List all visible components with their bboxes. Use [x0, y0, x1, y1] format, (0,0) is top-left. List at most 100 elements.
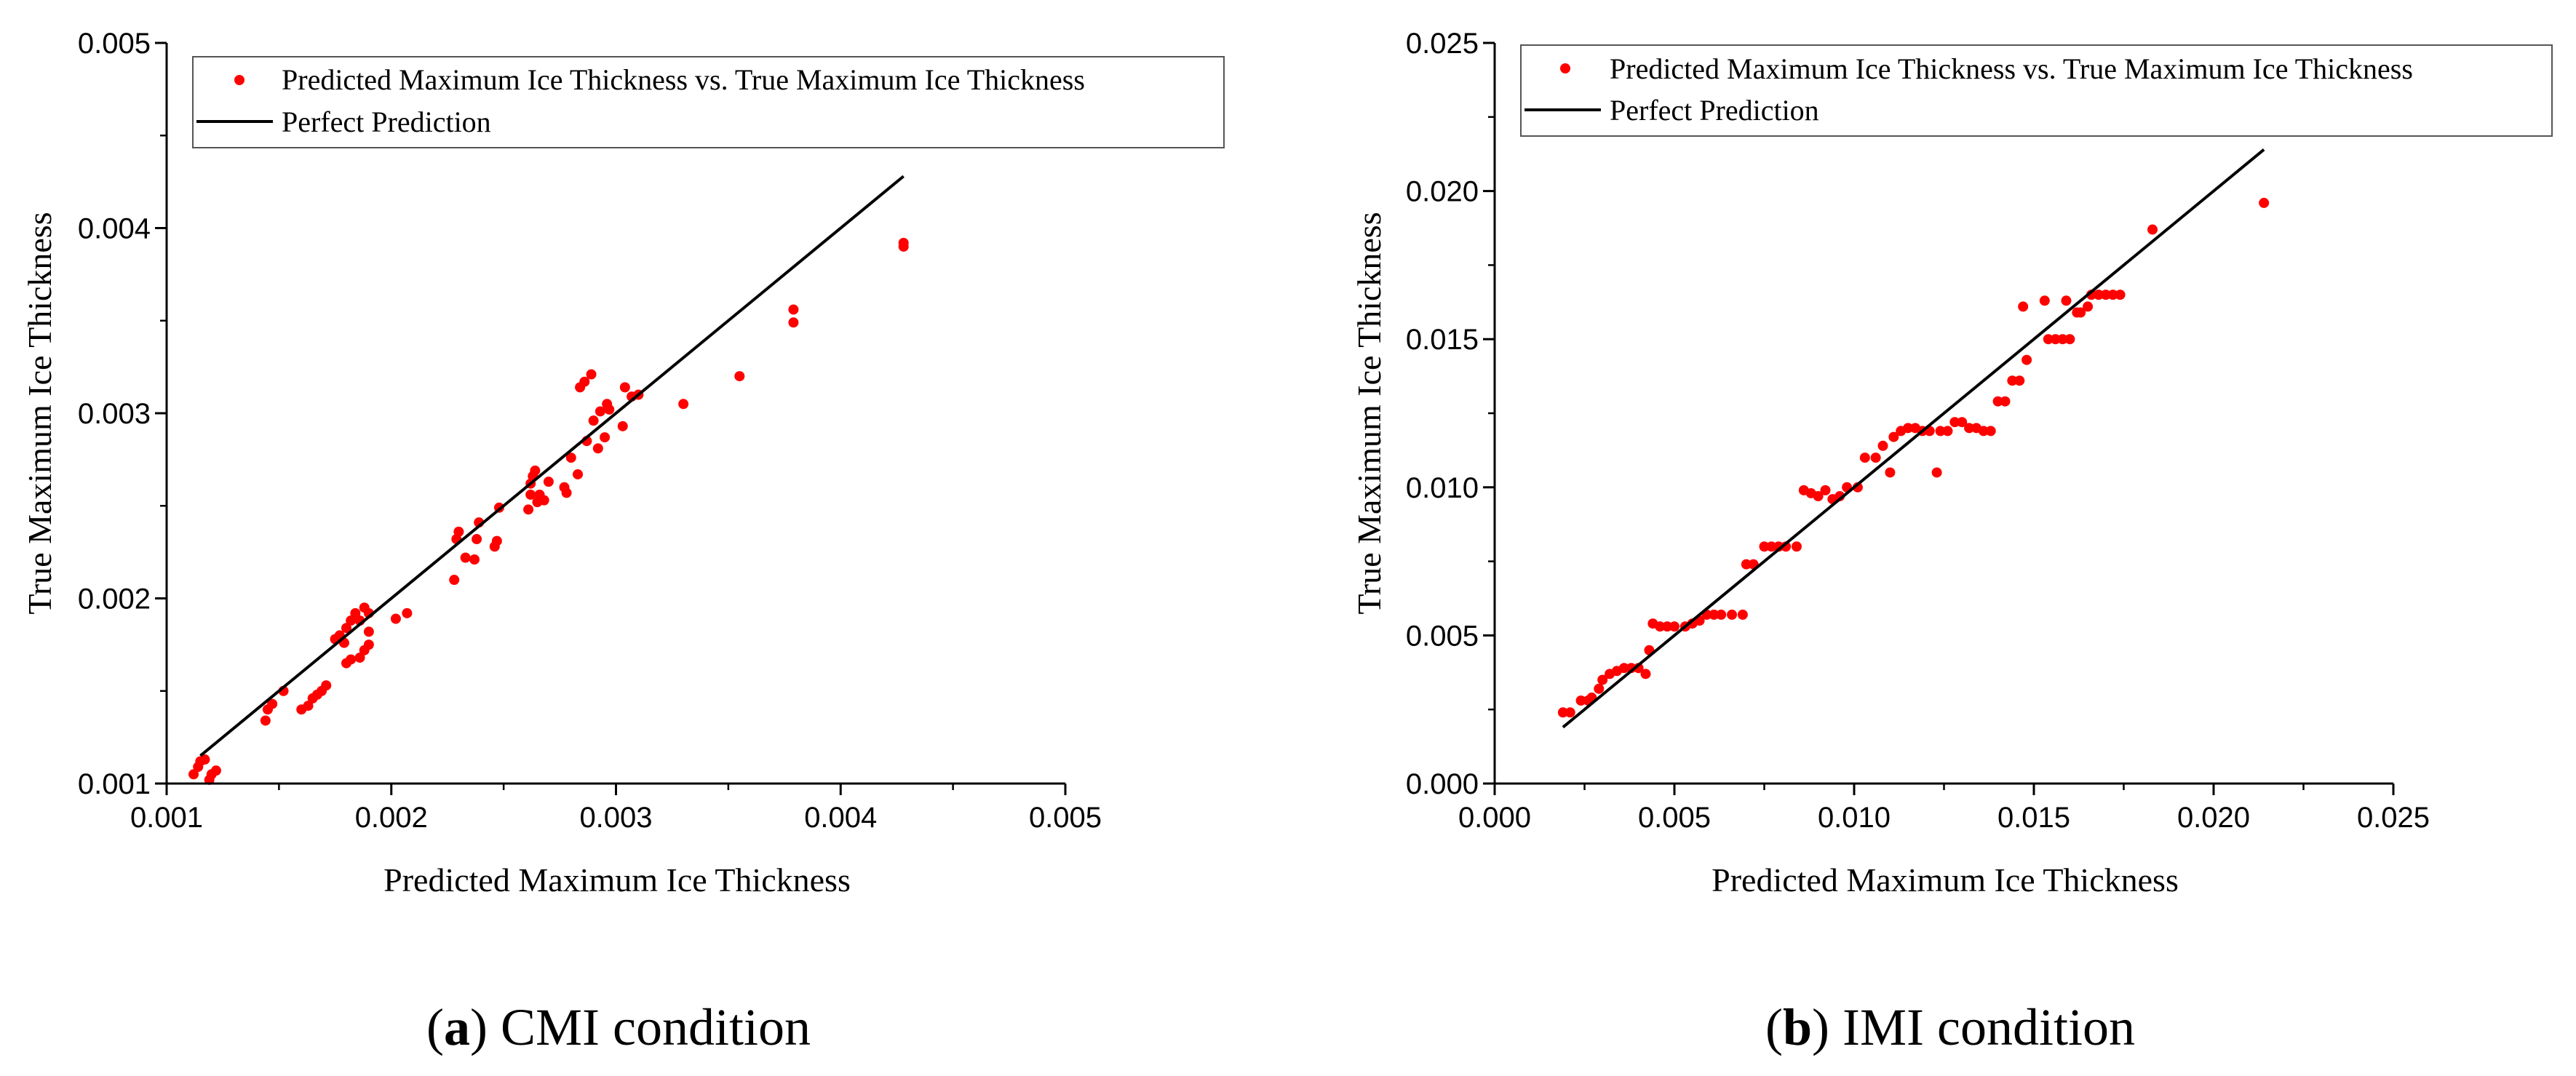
panel-a-scatter-point — [363, 639, 374, 650]
panel-b-legend-label-line: Perfect Prediction — [1610, 94, 1819, 127]
panel-a-scatter-point — [390, 613, 401, 624]
panel-a-caption-text: CMI condition — [501, 998, 811, 1056]
panel-a-scatter-point — [188, 769, 199, 780]
panel-b-scatter-point — [1985, 426, 1996, 437]
panel-a-scatter-point — [565, 453, 576, 463]
panel-b-legend-label-scatter: Predicted Maximum Ice Thickness vs. True… — [1610, 52, 2413, 85]
panel-a-scatter-point — [788, 304, 799, 315]
panel-a-scatter-point — [530, 465, 541, 476]
panel-b-scatter-point — [2075, 307, 2086, 318]
panel-a-scatter-point — [538, 495, 549, 506]
panel-b-x-axis-title: Predicted Maximum Ice Thickness — [1712, 861, 2179, 898]
panel-a-ticks: 0.001 0.002 0.003 0.004 0.005 0.001 0.002 0.003… — [78, 28, 1102, 834]
panel-b-ticks: 0.000 0.005 0.010 0.015 0.020 0.025 0.000 0.005… — [1406, 28, 2430, 834]
panel-b-x-tick-label: 0.005 — [1638, 802, 1711, 834]
panel-a-scatter-point — [341, 623, 351, 634]
panel-a-x-tick-label: 0.002 — [355, 802, 428, 834]
panel-a-scatter-point — [788, 317, 799, 328]
panel-b-scatter-point — [1820, 485, 1831, 495]
panel-a-scatter-point — [260, 715, 271, 726]
panel-b-scatter-point — [1949, 417, 1960, 428]
panel-b-scatter-point — [1992, 396, 2003, 407]
panel-a-scatter-point — [363, 626, 374, 637]
panel-b-x-tick-label: 0.010 — [1818, 802, 1891, 834]
panel-b-x-tick-label: 0.025 — [2357, 802, 2430, 834]
panel-b-scatter-point — [1727, 609, 1738, 620]
panel-b-scatter-point — [1597, 674, 1608, 685]
panel-a-scatter-point — [592, 443, 603, 454]
panel-b-legend: Predicted Maximum Ice Thickness vs. True… — [1520, 44, 2553, 137]
panel-b-scatter-point — [1888, 431, 1899, 442]
panel-b-x-tick-label: 0.020 — [2177, 802, 2250, 834]
panel-a-x-tick-label: 0.001 — [130, 802, 203, 834]
panel-a-scatter-point — [586, 369, 597, 380]
panel-b-scatter-point — [1870, 453, 1881, 463]
panel-b-scatter-point — [2018, 301, 2029, 312]
panel-b-scatter-point — [2083, 301, 2094, 312]
panel-a-scatter-point — [734, 371, 745, 382]
panel-b-scatter-point — [2115, 290, 2126, 300]
panel-b-scatter-point — [2043, 334, 2054, 345]
panel-a-legend-label-scatter: Predicted Maximum Ice Thickness vs. True… — [282, 63, 1085, 96]
panel-a-perfect-prediction-line — [199, 175, 905, 757]
panel-b-y-tick-label: 0.000 — [1406, 768, 1479, 800]
panel-a-scatter-point — [588, 415, 599, 426]
panel-a-scatter-point — [469, 554, 480, 565]
panel-b-scatter-point — [1575, 695, 1586, 706]
panel-b-scatter-point — [2007, 375, 2018, 386]
panel-a-scatter-point — [523, 504, 534, 515]
panel-a-scatter-point — [321, 680, 332, 691]
panel-a-x-axis-title: Predicted Maximum Ice Thickness — [383, 861, 851, 898]
panel-a-scatter-point — [453, 526, 464, 537]
panel-b-scatter-point — [1791, 541, 1802, 552]
panel-a-chart: 0.001 0.002 0.003 0.004 0.005 0.001 0.002 0.003… — [21, 28, 1225, 1056]
panel-b-legend-box — [1520, 44, 2553, 137]
panel-a-scatter-point — [604, 404, 615, 415]
panel-a-scatter-point — [579, 376, 590, 387]
panel-b-scatter-point — [1877, 440, 1888, 451]
panel-b-scatter-point — [2014, 375, 2025, 386]
panel-a-scatter-point — [346, 654, 357, 665]
panel-b-scatter-point — [1716, 609, 1727, 620]
panel-a-scatter-point — [460, 552, 471, 563]
panel-b-x-tick-label: 0.000 — [1458, 802, 1531, 834]
panel-a-y-axis-title: True Maximum Ice Thickness — [21, 212, 58, 614]
panel-b-scatter-point — [1565, 707, 1575, 718]
panel-b-scatter-point — [1978, 426, 1989, 437]
panel-b-caption: (b) IMI condition — [1765, 998, 2135, 1056]
panel-a-x-tick-label: 0.004 — [804, 802, 877, 834]
panel-b-scatter-point — [1964, 423, 1975, 434]
panel-b-legend-marker — [1560, 63, 1570, 73]
panel-b-x-tick-label: 0.015 — [1997, 802, 2070, 834]
panel-b-scatter-point — [2093, 290, 2104, 300]
panel-b-scatter-point — [2061, 295, 2072, 306]
panel-a-scatter-point — [199, 754, 210, 765]
panel-a-y-tick-label: 0.003 — [78, 398, 151, 430]
panel-a-y-tick-label: 0.005 — [78, 28, 151, 60]
panel-b-scatter-point — [1709, 609, 1720, 620]
panel-b-scatter-point — [2050, 334, 2061, 345]
panel-a-scatter-point — [472, 534, 482, 545]
panel-a-caption: (a) CMI condition — [426, 998, 811, 1056]
panel-b-scatter-point — [1557, 707, 1568, 718]
panel-b-scatter-point — [1859, 453, 1870, 463]
panel-b-y-tick-label: 0.025 — [1406, 28, 1479, 60]
panel-a-scatter-point — [543, 477, 554, 487]
panel-b-perfect-line-layer — [1562, 148, 2265, 729]
panel-b-scatter-point — [1662, 621, 1673, 632]
panel-a-y-tick-label: 0.004 — [78, 213, 151, 245]
panel-b-scatter-point — [2057, 334, 2068, 345]
panel-a-scatter-point — [617, 421, 628, 431]
panel-a-scatter-point — [303, 701, 314, 712]
panel-a-x-tick-label: 0.005 — [1029, 802, 1102, 834]
panel-b-scatter-point — [1766, 541, 1777, 552]
panel-a-scatter-point — [267, 698, 278, 709]
panel-b-scatter-point — [1618, 663, 1629, 674]
panel-a-scatter-point — [402, 607, 413, 618]
panel-b-y-tick-label: 0.020 — [1406, 176, 1479, 208]
panel-a-scatter-point — [491, 535, 502, 546]
panel-b-caption-text: IMI condition — [1842, 998, 2135, 1056]
panel-b-scatter-point — [1741, 559, 1752, 570]
panel-b-scatter-point — [1640, 669, 1651, 680]
